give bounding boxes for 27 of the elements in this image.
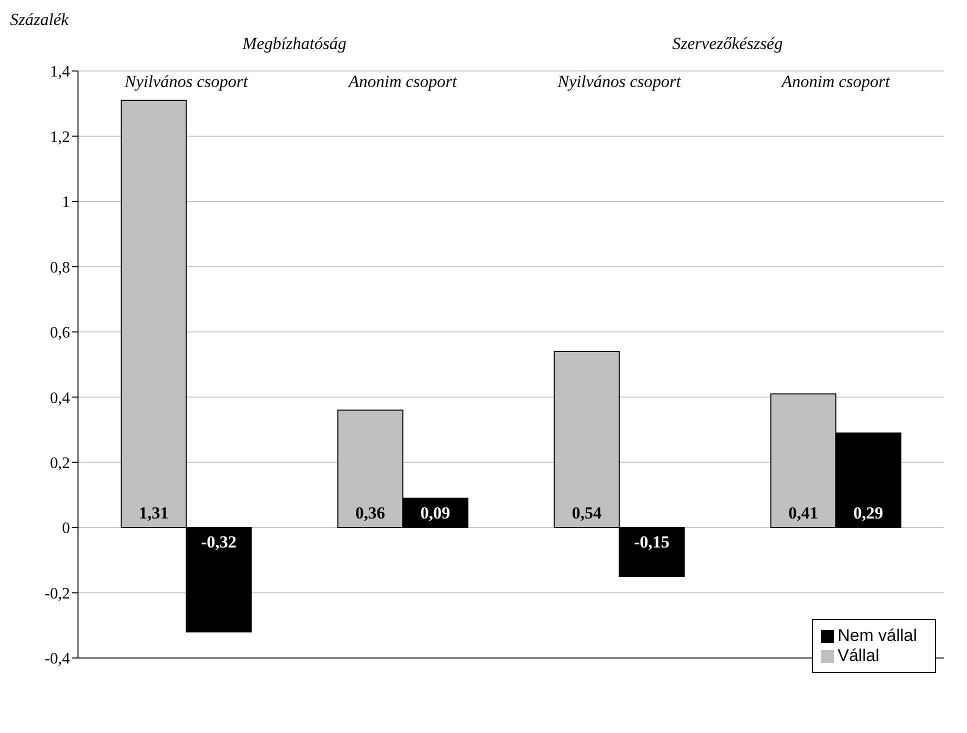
x-tick-label: Anonim csoport (780, 72, 892, 91)
y-tick-label: 0,6 (50, 324, 70, 342)
data-label: 0,09 (420, 504, 450, 523)
text: Szervezőkészség (671, 34, 784, 54)
y-tick-label: 0 (62, 520, 70, 538)
y-tick-label: 1 (62, 194, 70, 212)
data-label: 1,31 (138, 504, 169, 523)
data-label: -0,15 (634, 532, 670, 552)
y-tick-label: 0,8 (50, 259, 70, 276)
x-tick-label: Nyilvános csoport (556, 72, 682, 91)
data-label: -0,32 (201, 532, 237, 552)
y-tick-label: -0,4 (44, 650, 70, 668)
text: Megbízhatóság (241, 34, 348, 54)
data-label: 0,29 (853, 504, 884, 523)
x-tick-label: Anonim csoport (348, 72, 458, 91)
y-tick-label: 1,2 (50, 128, 70, 146)
data-label: 0,41 (788, 504, 818, 523)
y-tick-label: -0,2 (44, 585, 70, 602)
y-tick-label: 1,4 (50, 64, 70, 81)
x-tick-label: Nyilvános csoport (124, 72, 250, 91)
data-label: 0,36 (355, 504, 386, 523)
data-label: 0,54 (572, 504, 602, 523)
y-tick-label: 0,4 (50, 390, 70, 407)
legend-label: Vállal (838, 646, 880, 665)
legend-label: Nem vállal (838, 626, 917, 645)
y-axis-title: Százalék (10, 10, 69, 30)
y-tick-label: 0,2 (50, 455, 70, 472)
